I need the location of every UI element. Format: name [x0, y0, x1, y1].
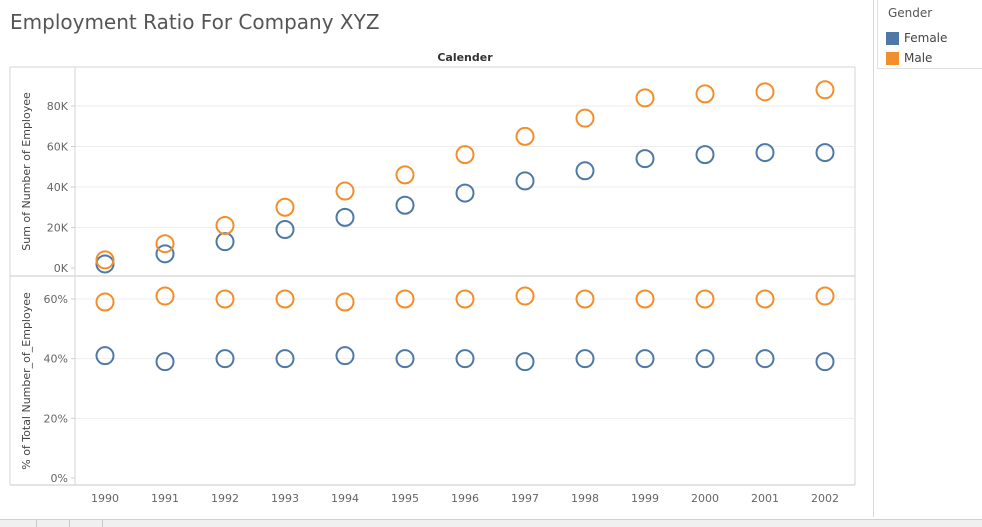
data-point-male: [95, 292, 115, 312]
legend-swatch-female: [886, 31, 899, 45]
data-point-male: [635, 88, 655, 108]
y-tick-label: 0%: [51, 472, 68, 485]
data-point-female: [695, 145, 715, 165]
x-tick-label: 1990: [91, 492, 119, 505]
legend-swatch-male: [886, 51, 899, 65]
x-tick-label: 2000: [691, 492, 719, 505]
data-point-female: [95, 346, 115, 366]
data-point-male: [215, 215, 235, 235]
data-point-female: [755, 143, 775, 163]
x-tick-label: 1992: [211, 492, 239, 505]
x-tick-label: 1996: [451, 492, 479, 505]
data-point-female: [155, 244, 175, 264]
data-point-male: [395, 165, 415, 185]
data-point-male: [575, 108, 595, 128]
data-point-female: [155, 352, 175, 372]
data-point-female: [755, 349, 775, 369]
data-point-male: [395, 289, 415, 309]
data-point-male: [515, 126, 535, 146]
y-tick-label: 60%: [44, 293, 68, 306]
data-point-female: [815, 352, 835, 372]
y-tick-label: 40K: [47, 181, 69, 194]
data-point-male: [515, 286, 535, 306]
y-tick-label: 40%: [44, 353, 68, 366]
data-point-female: [395, 195, 415, 215]
data-point-female: [275, 349, 295, 369]
data-point-male: [575, 289, 595, 309]
data-point-male: [815, 286, 835, 306]
x-tick-label: 1997: [511, 492, 539, 505]
y-tick-label: 60K: [47, 141, 69, 154]
data-point-female: [635, 349, 655, 369]
pane-divider: [873, 0, 874, 517]
y-tick-label: 0K: [54, 262, 69, 275]
data-point-female: [215, 349, 235, 369]
column-header: Calender: [437, 51, 493, 64]
x-tick-label: 1999: [631, 492, 659, 505]
x-tick-label: 1994: [331, 492, 359, 505]
x-tick-label: 1995: [391, 492, 419, 505]
sheet-tab[interactable]: [37, 520, 70, 527]
data-point-male: [695, 84, 715, 104]
sheet-tab[interactable]: [0, 520, 37, 527]
legend-item-male[interactable]: Male: [886, 50, 932, 66]
chart-title: Employment Ratio For Company XYZ: [10, 10, 380, 34]
data-point-female: [575, 161, 595, 181]
data-point-female: [95, 254, 115, 274]
data-point-male: [95, 250, 115, 270]
data-point-female: [515, 352, 535, 372]
legend-title: Gender: [888, 6, 933, 20]
data-point-male: [275, 197, 295, 217]
data-point-female: [695, 349, 715, 369]
chart-area: Calender 0K 20K 40K 60K 80K Sum of Number of E…: [9, 51, 856, 505]
data-point-male: [155, 234, 175, 254]
data-point-male: [695, 289, 715, 309]
data-point-male: [155, 286, 175, 306]
data-point-male: [755, 82, 775, 102]
y-tick-label: 80K: [47, 100, 69, 113]
x-tick-label: 1998: [571, 492, 599, 505]
data-point-female: [395, 349, 415, 369]
data-point-female: [815, 143, 835, 163]
legend: Gender Female Male: [877, 0, 982, 69]
sheet-tab-bar: [0, 519, 982, 527]
x-tick-label: 2001: [751, 492, 779, 505]
data-point-male: [455, 145, 475, 165]
legend-label-female: Female: [904, 31, 948, 45]
x-tick-label: 2002: [811, 492, 839, 505]
data-point-male: [275, 289, 295, 309]
data-point-female: [335, 346, 355, 366]
sheet-tab[interactable]: [70, 520, 103, 527]
x-tick-label: 1991: [151, 492, 179, 505]
data-point-male: [455, 289, 475, 309]
data-point-male: [635, 289, 655, 309]
data-point-male: [815, 80, 835, 100]
data-point-female: [515, 171, 535, 191]
data-point-female: [635, 149, 655, 169]
data-point-female: [215, 232, 235, 252]
y-tick-label: 20%: [44, 412, 68, 425]
x-tick-label: 1993: [271, 492, 299, 505]
data-point-female: [455, 183, 475, 203]
y-axis-label: Sum of Number of Employee: [20, 92, 33, 251]
y-axis-label: % of Total Number_of_Employee: [20, 292, 33, 470]
legend-label-male: Male: [904, 51, 933, 65]
data-point-male: [335, 181, 355, 201]
data-point-female: [335, 207, 355, 227]
data-point-female: [275, 220, 295, 240]
legend-item-female[interactable]: Female: [886, 30, 947, 46]
data-point-male: [755, 289, 775, 309]
data-point-male: [335, 292, 355, 312]
data-point-female: [575, 349, 595, 369]
data-point-male: [215, 289, 235, 309]
data-point-female: [455, 349, 475, 369]
y-tick-label: 20K: [47, 222, 69, 235]
